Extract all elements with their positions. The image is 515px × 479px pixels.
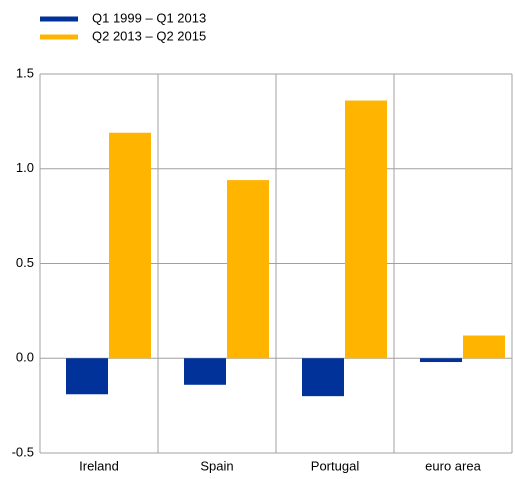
y-tick-label: -0.5 [12, 444, 34, 459]
bar [302, 358, 344, 397]
x-tick-label: Ireland [79, 458, 119, 473]
y-tick-label: 0.0 [16, 350, 34, 365]
bar [184, 358, 226, 385]
bar [109, 132, 151, 359]
bar [345, 100, 387, 359]
x-tick-label: euro area [425, 458, 481, 473]
x-tick-label: Portugal [311, 458, 360, 473]
legend-label: Q2 2013 – Q2 2015 [92, 28, 206, 43]
bar [227, 180, 269, 359]
bar [463, 335, 505, 359]
x-tick-label: Spain [200, 458, 233, 473]
y-tick-label: 0.5 [16, 255, 34, 270]
y-tick-label: 1.0 [16, 160, 34, 175]
legend-label: Q1 1999 – Q1 2013 [92, 10, 206, 25]
bar [420, 358, 462, 363]
bar [66, 358, 108, 395]
y-tick-label: 1.5 [16, 65, 34, 80]
